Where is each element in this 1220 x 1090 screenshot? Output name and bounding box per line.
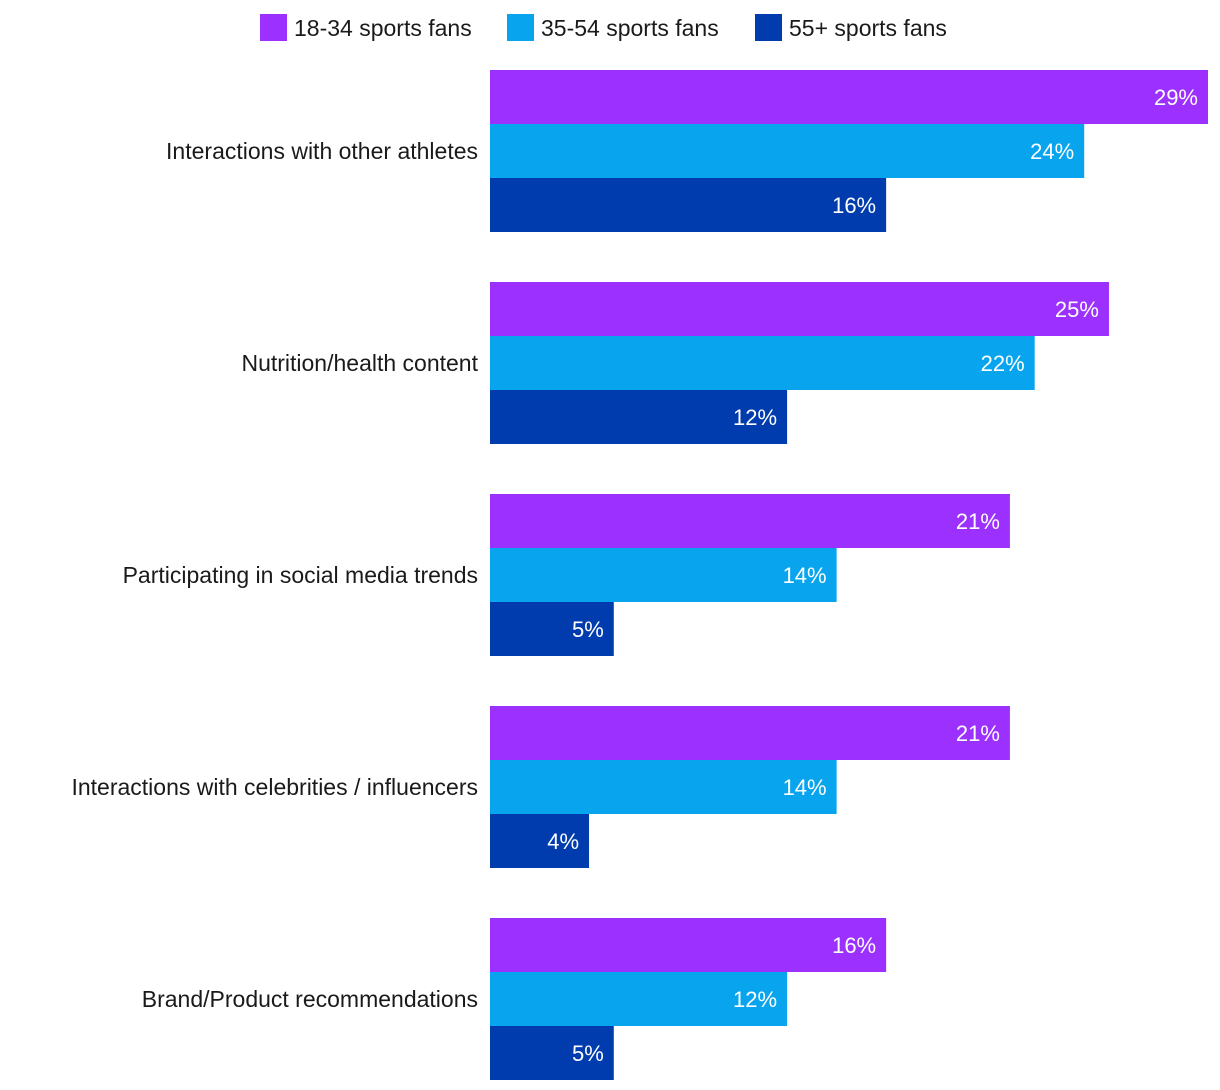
bar-1-4 — [490, 706, 1010, 760]
bar-1-3 — [490, 494, 1010, 548]
bar-2-5 — [490, 972, 788, 1026]
value-label: 12% — [733, 405, 777, 430]
bar-2-4 — [490, 760, 837, 814]
legend-label-3: 55+ sports fans — [789, 15, 947, 41]
bar-3-2 — [490, 390, 788, 444]
value-label: 14% — [783, 563, 827, 588]
bar-2-3 — [490, 548, 837, 602]
category-label: Interactions with other athletes — [166, 138, 478, 164]
value-label: 21% — [956, 509, 1000, 534]
value-label: 5% — [572, 617, 604, 642]
value-label: 24% — [1030, 139, 1074, 164]
bar-1-5 — [490, 918, 887, 972]
value-label: 29% — [1154, 85, 1198, 110]
legend-swatch-3 — [755, 14, 782, 41]
value-label: 12% — [733, 987, 777, 1012]
legend-swatch-2 — [507, 14, 534, 41]
bar-2-2 — [490, 336, 1035, 390]
value-labels: 29% 24% 16% 25% 22% 12% 21% 14% 5% 21% 14% 4% 16% 12%… — [547, 85, 1198, 1066]
bar-1-2 — [490, 282, 1109, 336]
legend-label-2: 35-54 sports fans — [541, 15, 719, 41]
value-label: 25% — [1055, 297, 1099, 322]
value-label: 16% — [832, 933, 876, 958]
value-label: 14% — [783, 775, 827, 800]
value-label: 22% — [981, 351, 1025, 376]
category-label: Participating in social media trends — [123, 562, 478, 588]
bar-3-4 — [490, 814, 590, 868]
bar-2-1 — [490, 124, 1085, 178]
bar-3-5 — [490, 1026, 614, 1080]
value-label: 5% — [572, 1041, 604, 1066]
bars — [490, 70, 1208, 1080]
value-label: 16% — [832, 193, 876, 218]
category-label: Brand/Product recommendations — [142, 986, 478, 1012]
legend: 18-34 sports fans 35-54 sports fans 55+ sp… — [260, 14, 947, 41]
category-labels: Interactions with other athletes Nutritio… — [71, 138, 478, 1012]
legend-label-1: 18-34 sports fans — [294, 15, 472, 41]
bar-3-1 — [490, 178, 887, 232]
bar-1-1 — [490, 70, 1208, 124]
category-label: Interactions with celebrities / influenc… — [71, 774, 478, 800]
legend-swatch-1 — [260, 14, 287, 41]
value-label: 21% — [956, 721, 1000, 746]
bar-3-3 — [490, 602, 614, 656]
value-label: 4% — [547, 829, 579, 854]
category-label: Nutrition/health content — [241, 350, 478, 376]
